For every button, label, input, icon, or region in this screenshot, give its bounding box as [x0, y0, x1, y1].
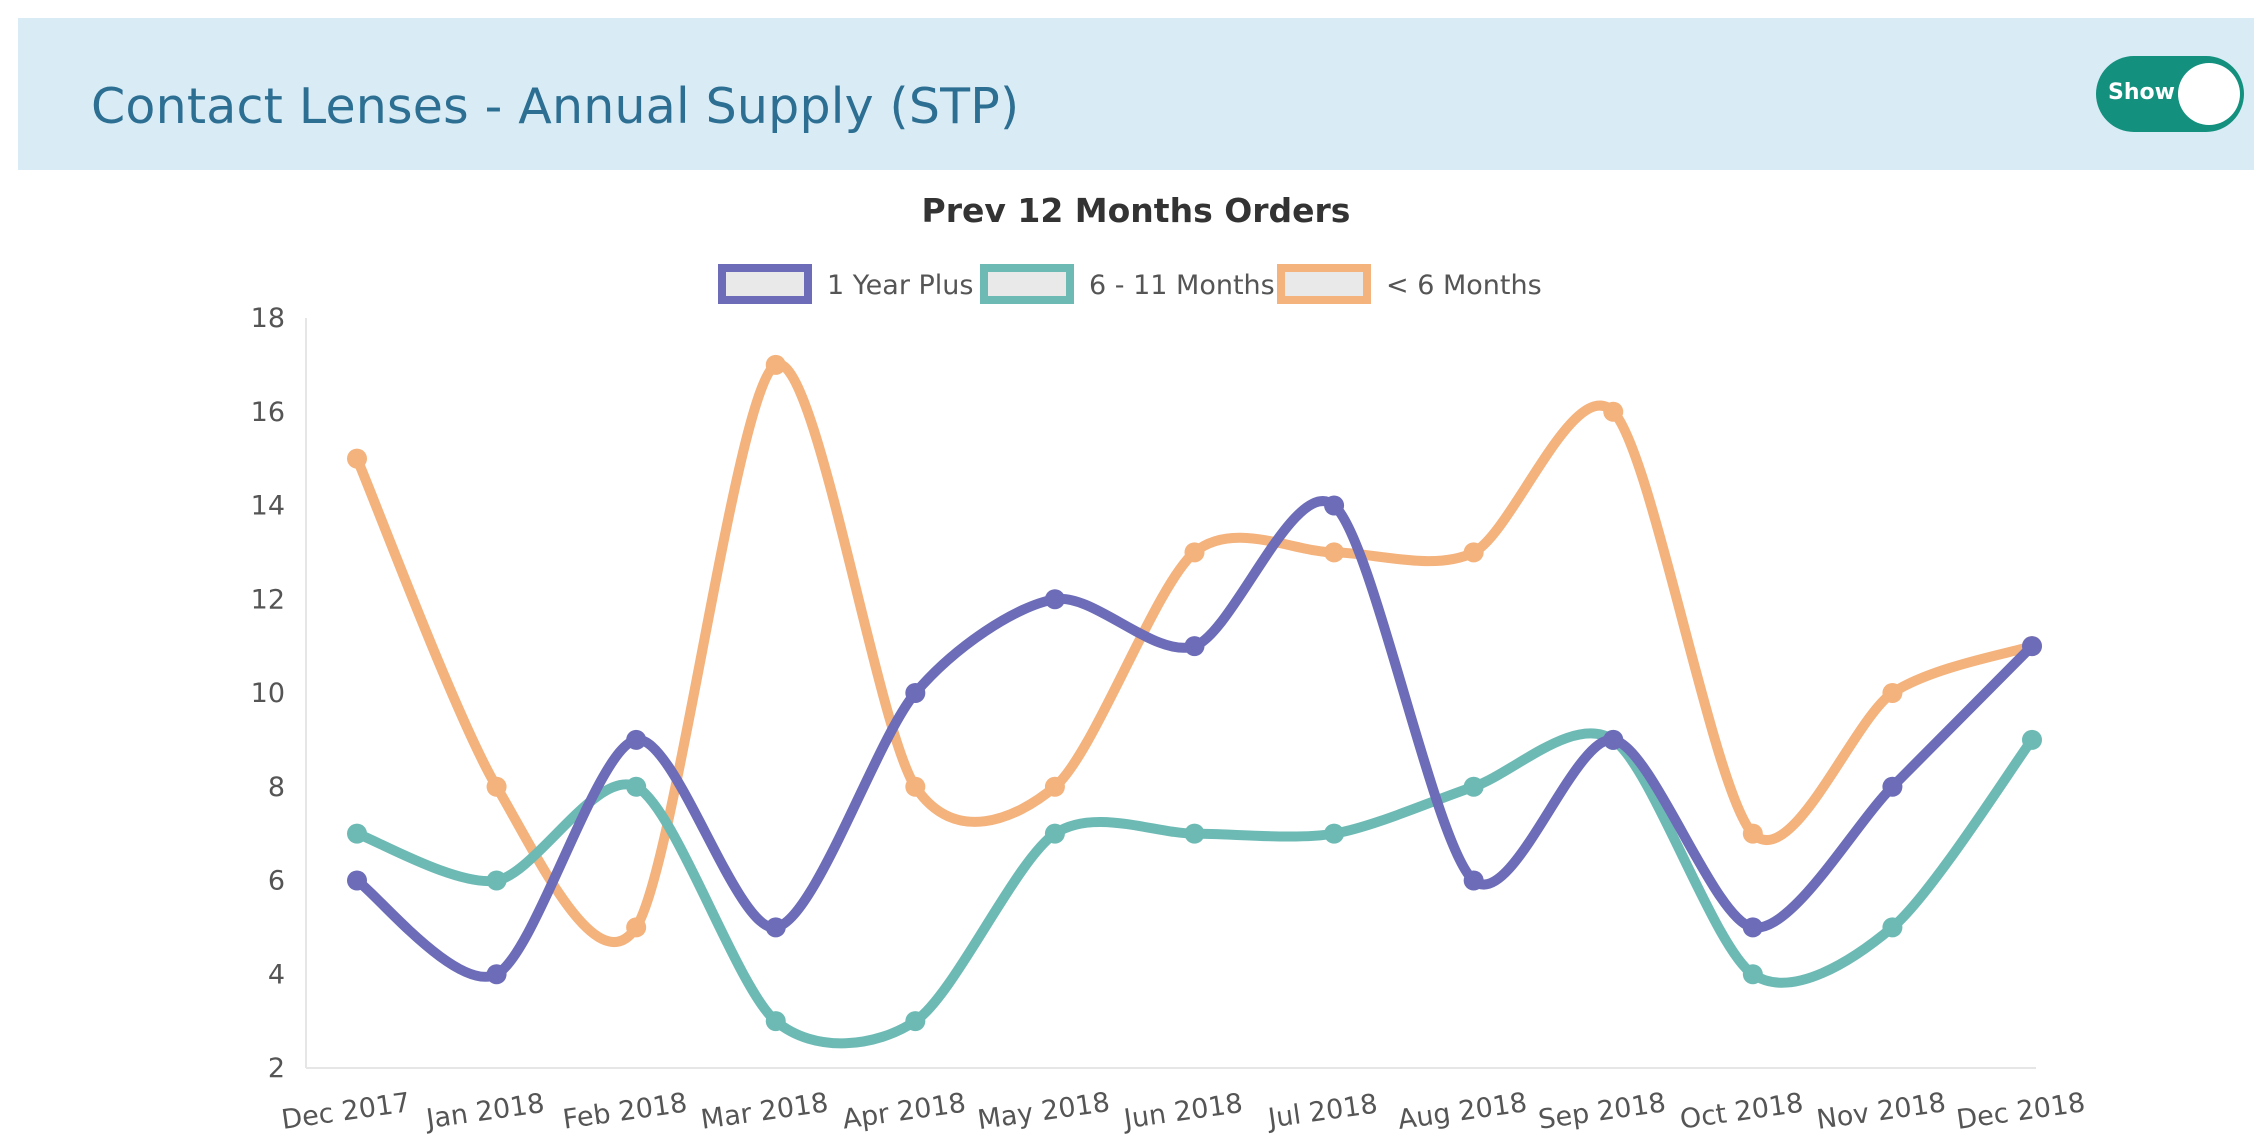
data-point[interactable] — [1184, 823, 1205, 844]
legend-label: < 6 Months — [1386, 270, 1542, 301]
x-tick-label: Apr 2018 — [841, 1088, 968, 1136]
y-tick-label: 6 — [268, 866, 285, 897]
data-point[interactable] — [1603, 401, 1624, 422]
legend-swatch — [980, 264, 1074, 304]
show-toggle[interactable]: Show — [2096, 56, 2244, 132]
x-tick-label: Mar 2018 — [699, 1087, 830, 1136]
data-point[interactable] — [1742, 917, 1763, 938]
data-point[interactable] — [2022, 636, 2042, 657]
y-tick-label: 12 — [251, 584, 285, 615]
series-group — [347, 728, 2042, 1049]
toggle-knob[interactable] — [2178, 63, 2240, 125]
x-tick-label: Aug 2018 — [1396, 1087, 1529, 1136]
data-point[interactable] — [347, 448, 367, 469]
data-point[interactable] — [1463, 542, 1484, 563]
data-point[interactable] — [1882, 917, 1903, 938]
data-point[interactable] — [1184, 542, 1205, 563]
data-point[interactable] — [1184, 636, 1205, 657]
legend-item[interactable]: 1 Year Plus — [718, 264, 973, 304]
y-tick-label: 18 — [251, 303, 285, 334]
data-point[interactable] — [1044, 776, 1065, 797]
panel-title: Contact Lenses - Annual Supply (STP) — [91, 78, 1020, 135]
legend-swatch — [718, 264, 812, 304]
data-point[interactable] — [1463, 870, 1484, 891]
data-point[interactable] — [765, 917, 786, 938]
data-point[interactable] — [1044, 589, 1065, 610]
x-tick-label: Jan 2018 — [422, 1088, 546, 1136]
chart-title: Prev 12 Months Orders — [922, 191, 1351, 230]
data-point[interactable] — [1324, 542, 1345, 563]
series-line — [352, 496, 2037, 982]
data-point[interactable] — [1882, 683, 1903, 703]
data-point[interactable] — [765, 1011, 786, 1032]
orders-line-chart: Prev 12 Months Orders 1 Year Plus 6 - 11 … — [251, 191, 2087, 1136]
data-point[interactable] — [1742, 823, 1763, 844]
y-tick-label: 14 — [251, 491, 285, 522]
legend-swatch — [1277, 264, 1371, 304]
data-point[interactable] — [626, 917, 647, 938]
data-point[interactable] — [1603, 729, 1624, 750]
data-point[interactable] — [486, 776, 507, 797]
legend-label: 6 - 11 Months — [1089, 270, 1275, 301]
data-point[interactable] — [626, 729, 647, 750]
toggle-label: Show — [2108, 80, 2175, 105]
data-point[interactable] — [1044, 823, 1065, 844]
panel-header: Contact Lenses - Annual Supply (STP) Sho… — [18, 18, 2254, 170]
data-point[interactable] — [905, 683, 926, 703]
data-point[interactable] — [1324, 823, 1345, 844]
x-tick-label: Nov 2018 — [1815, 1087, 1948, 1136]
data-point[interactable] — [1742, 964, 1763, 985]
y-tick-label: 16 — [251, 397, 285, 428]
data-point[interactable] — [905, 1011, 926, 1032]
data-point[interactable] — [1882, 776, 1903, 797]
x-tick-label: Oct 2018 — [1678, 1088, 1805, 1136]
y-tick-label: 4 — [268, 959, 285, 990]
data-point[interactable] — [905, 776, 926, 797]
chart-legend: 1 Year Plus 6 - 11 Months < 6 Months — [718, 264, 1542, 304]
data-point[interactable] — [626, 776, 647, 797]
x-tick-label: Dec 2017 — [280, 1087, 413, 1136]
chart-plot-area — [347, 354, 2042, 1049]
legend-label: 1 Year Plus — [827, 270, 973, 301]
data-point[interactable] — [347, 870, 367, 891]
y-tick-label: 8 — [268, 772, 285, 803]
data-point[interactable] — [1324, 495, 1345, 516]
x-tick-label: May 2018 — [976, 1087, 1112, 1136]
legend-item[interactable]: 6 - 11 Months — [980, 264, 1275, 304]
data-point[interactable] — [1463, 776, 1484, 797]
x-tick-label: Jun 2018 — [1120, 1088, 1245, 1136]
data-point[interactable] — [486, 870, 507, 891]
legend-item[interactable]: < 6 Months — [1277, 264, 1542, 304]
series-line — [352, 728, 2037, 1049]
x-tick-label: Feb 2018 — [561, 1088, 689, 1136]
data-point[interactable] — [765, 354, 786, 375]
data-point[interactable] — [347, 823, 367, 844]
y-tick-label: 10 — [251, 678, 285, 709]
x-tick-label: Dec 2018 — [1955, 1087, 2088, 1136]
data-point[interactable] — [486, 964, 507, 985]
x-tick-label: Jul 2018 — [1264, 1089, 1379, 1135]
x-tick-label: Sep 2018 — [1536, 1087, 1667, 1136]
series-group — [347, 495, 2042, 985]
data-point[interactable] — [2022, 729, 2042, 750]
y-tick-label: 2 — [268, 1053, 285, 1084]
